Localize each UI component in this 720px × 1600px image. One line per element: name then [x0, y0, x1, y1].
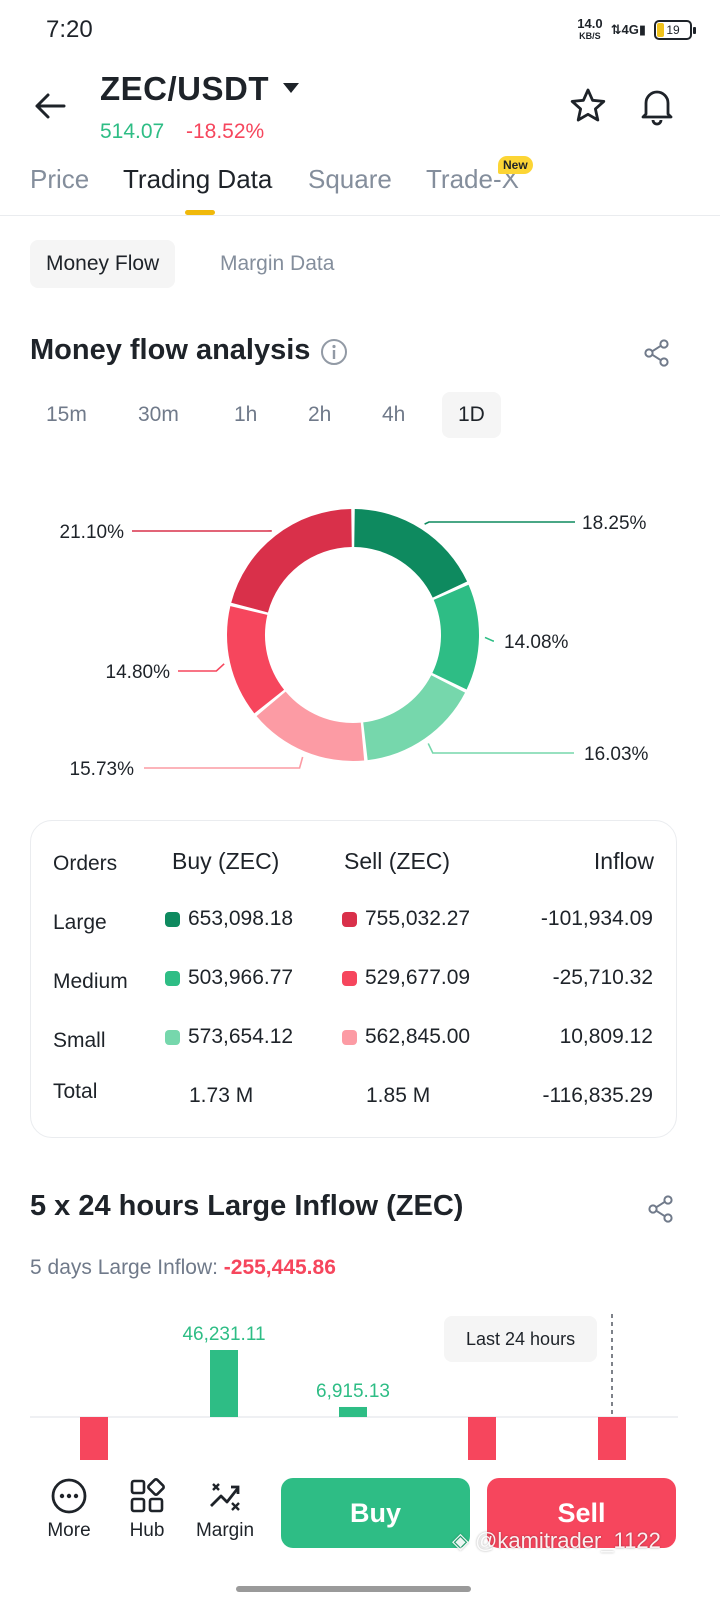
- donut-label: 14.80%: [106, 662, 171, 683]
- five-day-inflow-value: -255,445.86: [223, 1256, 336, 1279]
- status-time: 7:20: [46, 16, 93, 43]
- margin-button[interactable]: Margin: [189, 1476, 261, 1542]
- donut-label: 21.10%: [60, 522, 125, 543]
- hub-icon: [130, 1478, 165, 1513]
- legend-dot-large-sell: [342, 912, 357, 927]
- more-icon: [51, 1478, 87, 1514]
- caret-down-icon[interactable]: [281, 80, 301, 98]
- tab-square[interactable]: Square: [308, 164, 392, 194]
- subtab-money-flow[interactable]: Money Flow: [30, 240, 176, 288]
- share-icon[interactable]: [642, 338, 672, 368]
- status-indicators: 14.0 KB/S ⇅4G▮ 19: [577, 16, 696, 42]
- orders-table-card: [30, 820, 677, 1138]
- total-inflow-value: -116,835.29: [542, 1084, 653, 1107]
- inflow-bar-negative: [468, 1417, 496, 1460]
- buy-button[interactable]: Buy: [281, 1478, 470, 1548]
- header-inflow: Inflow: [593, 848, 654, 874]
- medium-inflow-value: -25,710.32: [552, 966, 653, 989]
- large-inflow-title: 5 x 24 hours Large Inflow (ZEC): [30, 1190, 464, 1222]
- net-speed: 14.0 KB/S: [577, 16, 603, 41]
- donut-slice-large-sell: [231, 509, 352, 613]
- hub-button[interactable]: Hub: [111, 1476, 183, 1542]
- info-icon[interactable]: [320, 338, 348, 366]
- tab-trading-data[interactable]: Trading Data: [123, 164, 273, 194]
- header-orders: Orders: [53, 852, 118, 875]
- donut-slice-large-buy: [354, 509, 468, 598]
- battery-icon: 19: [654, 20, 696, 40]
- total-buy-value: 1.73 M: [189, 1084, 254, 1107]
- home-indicator[interactable]: [236, 1586, 471, 1592]
- row-label-large: Large: [53, 911, 107, 934]
- inflow-bar-label: 46,231.11: [182, 1324, 265, 1345]
- pair-title[interactable]: ZEC/USDT: [100, 70, 269, 107]
- legend-dot-large-buy: [165, 912, 180, 927]
- small-buy-value: 573,654.12: [188, 1025, 294, 1048]
- large-buy-value: 653,098.18: [188, 907, 294, 930]
- star-icon[interactable]: [568, 86, 608, 126]
- total-sell-value: 1.85 M: [366, 1084, 431, 1107]
- back-arrow-icon[interactable]: [30, 86, 70, 126]
- donut-leader-line: [178, 663, 225, 672]
- header-buy: Buy (ZEC): [172, 848, 280, 874]
- inflow-bar-negative: [80, 1417, 108, 1460]
- header-sell: Sell (ZEC): [344, 848, 451, 874]
- last-price: 514.07: [100, 120, 165, 143]
- row-label-total: Total: [53, 1080, 98, 1103]
- tab-price[interactable]: Price: [30, 164, 90, 194]
- donut-label: 18.25%: [582, 513, 647, 534]
- row-label-medium: Medium: [53, 970, 128, 993]
- donut-slice-medium-buy: [432, 584, 480, 690]
- donut-slice-small-sell: [256, 691, 365, 761]
- bell-icon[interactable]: [636, 84, 678, 126]
- donut-leader-line: [424, 521, 575, 525]
- main-tab-bar: Price Trading Data Square Trade-X: [0, 160, 720, 216]
- inflow-bar-positive: [210, 1350, 238, 1417]
- five-day-inflow-summary: 5 days Large Inflow: -255,445.86: [30, 1256, 336, 1279]
- new-badge: New: [498, 156, 533, 174]
- small-sell-value: 562,845.00: [365, 1025, 471, 1048]
- period-15m[interactable]: 15m: [46, 403, 87, 426]
- period-30m[interactable]: 30m: [138, 403, 179, 426]
- price-change: -18.52%: [186, 120, 265, 143]
- large-sell-value: 755,032.27: [365, 907, 471, 930]
- money-flow-donut-chart: 18.25% 14.08% 16.03% 15.73% 14.80% 21.10%: [60, 509, 649, 780]
- last-24-hours-tooltip: Last 24 hours: [444, 1316, 598, 1362]
- large-inflow-bar-chart: 46,231.11 6,915.13: [30, 1314, 678, 1460]
- donut-slice-medium-sell: [227, 606, 285, 714]
- legend-dot-medium-buy: [165, 971, 180, 986]
- donut-label: 15.73%: [70, 759, 135, 780]
- period-1d[interactable]: 1D: [442, 392, 501, 438]
- active-tab-indicator: [185, 210, 215, 215]
- row-label-small: Small: [53, 1029, 106, 1052]
- sell-button[interactable]: Sell: [487, 1478, 676, 1548]
- inflow-bar-negative: [598, 1417, 626, 1460]
- inflow-bar-positive: [339, 1406, 367, 1417]
- legend-dot-medium-sell: [342, 971, 357, 986]
- donut-leader-line: [427, 743, 574, 754]
- period-1h[interactable]: 1h: [234, 403, 258, 426]
- small-inflow-value: 10,809.12: [559, 1025, 653, 1048]
- margin-icon: [210, 1483, 240, 1511]
- more-button[interactable]: More: [33, 1476, 105, 1542]
- medium-sell-value: 529,677.09: [365, 966, 471, 989]
- inflow-bar-label: 6,915.13: [316, 1381, 390, 1402]
- subtab-margin-data[interactable]: Margin Data: [220, 252, 335, 275]
- large-inflow-value: -101,934.09: [540, 907, 653, 930]
- donut-label: 14.08%: [504, 632, 569, 653]
- donut-label: 16.03%: [584, 744, 649, 765]
- period-4h[interactable]: 4h: [382, 403, 406, 426]
- legend-dot-small-buy: [165, 1030, 180, 1045]
- medium-buy-value: 503,966.77: [188, 966, 294, 989]
- share-icon[interactable]: [646, 1194, 676, 1224]
- money-flow-title: Money flow analysis: [30, 334, 311, 366]
- network-indicator: ⇅4G▮: [610, 22, 646, 37]
- period-2h[interactable]: 2h: [308, 403, 332, 426]
- watermark: ◈ @kamitrader_1122: [452, 1528, 661, 1553]
- donut-slice-small-buy: [363, 675, 466, 761]
- donut-leader-line: [484, 636, 494, 642]
- legend-dot-small-sell: [342, 1030, 357, 1045]
- donut-leader-line: [144, 756, 304, 769]
